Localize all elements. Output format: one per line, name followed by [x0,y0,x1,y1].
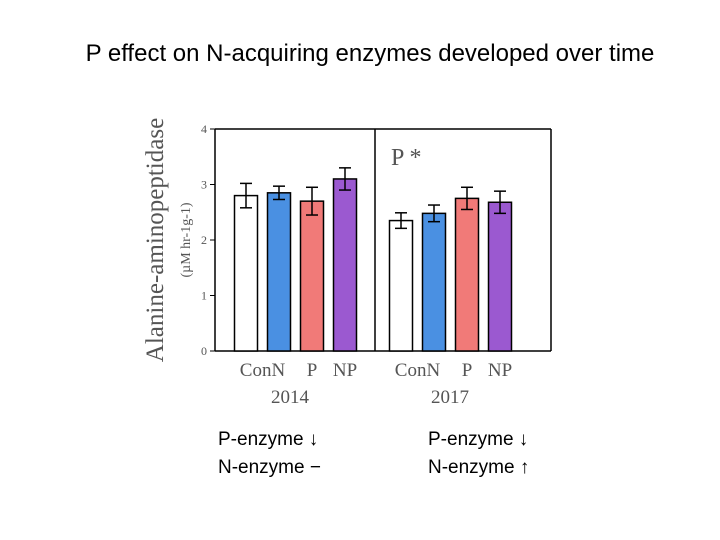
y-tick-label: 0 [201,344,207,358]
x-tick-label: NP [333,360,357,381]
note-line: N-enzyme − [218,457,321,478]
y-tick-label: 1 [201,289,207,303]
y-tick-label: 2 [201,233,207,247]
y-tick-label: 4 [201,122,207,136]
note-line: P-enzyme ↓ [218,429,319,450]
panel-label-2014: 2014 [271,387,310,408]
bar-2017-N [421,212,447,352]
x-tick-label: P [462,360,473,381]
bar-2017-P [454,197,480,352]
bar-2014-P [299,200,325,352]
note-line: P-enzyme ↓ [428,429,529,450]
note-2014: P-enzyme ↓ N-enzyme − [218,426,321,482]
y-axis-unit: (µM hr-1g-1) [179,202,194,277]
note-line: N-enzyme ↑ [428,457,530,478]
x-tick-label: ConN [395,360,441,381]
bar-2017-Con [388,219,414,352]
x-tick-label: NP [488,360,512,381]
x-tick-label: P [307,360,318,381]
y-tick-label: 3 [201,178,207,192]
bar-2014-NP [332,178,358,352]
bar-2014-Con [233,194,259,352]
y-axis-label: Alanine-aminopeptidase [142,118,169,362]
slide-title: P effect on N-acquiring enzymes develope… [85,40,655,67]
bar-2014-N [266,192,292,352]
bar-2017-NP [487,201,513,352]
significance-annotation: P * [391,145,421,171]
panel-label-2017: 2017 [431,387,469,408]
note-2017: P-enzyme ↓ N-enzyme ↑ [428,426,529,482]
x-tick-label: ConN [240,360,286,381]
